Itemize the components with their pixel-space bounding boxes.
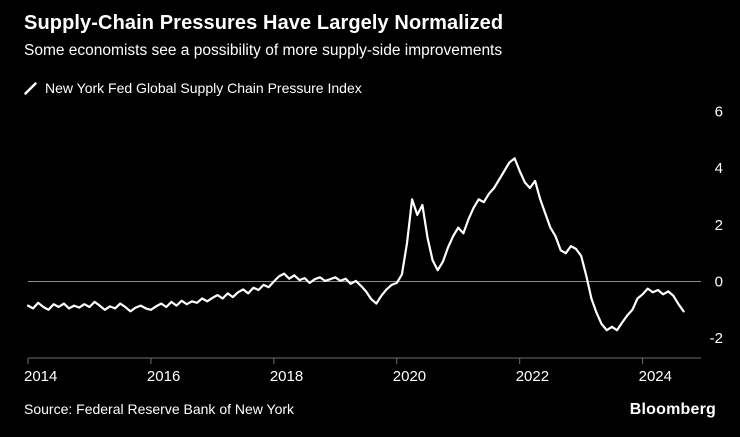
x-tick-label: 2024	[639, 368, 672, 385]
x-tick-label: 2018	[270, 368, 303, 385]
y-tick-label: 4	[715, 160, 723, 177]
y-tick-label: 2	[715, 217, 723, 234]
chart-footer: Source: Federal Reserve Bank of New York…	[24, 401, 716, 419]
x-tick-label: 2022	[516, 368, 549, 385]
source-note: Source: Federal Reserve Bank of New York	[24, 401, 295, 417]
y-tick-label: 0	[715, 274, 723, 291]
chart-title: Supply-Chain Pressures Have Largely Norm…	[24, 12, 504, 34]
legend-line-icon	[24, 81, 37, 95]
x-tick-label: 2016	[147, 368, 180, 385]
x-tick-label: 2020	[393, 368, 426, 385]
legend-label: New York Fed Global Supply Chain Pressur…	[45, 80, 362, 96]
x-tick-label: 2014	[24, 368, 57, 385]
y-tick-label: 6	[715, 104, 723, 121]
bloomberg-logo: Bloomberg	[629, 401, 716, 418]
y-tick-label: -2	[710, 330, 723, 347]
series-line	[26, 157, 685, 332]
chart-subtitle: Some economists see a possibility of mor…	[24, 42, 503, 59]
legend: New York Fed Global Supply Chain Pressur…	[24, 80, 362, 96]
